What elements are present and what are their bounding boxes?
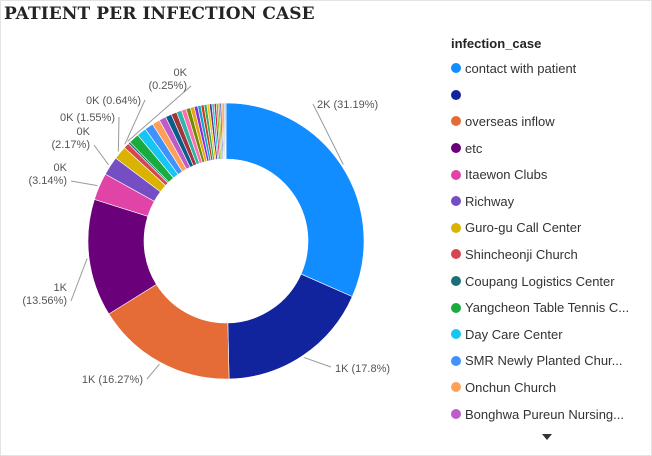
legend-swatch-icon (451, 329, 461, 340)
leader-line (70, 258, 88, 302)
legend-item[interactable]: overseas inflow (451, 108, 641, 135)
legend-item[interactable]: Day Care Center (451, 321, 641, 348)
legend-label: SMR Newly Planted Chur... (465, 353, 623, 369)
legend-swatch-icon (451, 222, 461, 233)
chart-title: PATIENT PER INFECTION CASE (4, 4, 315, 24)
leader-line (146, 363, 160, 380)
legend-swatch-icon (451, 276, 461, 287)
legend-item[interactable]: Yangcheon Table Tennis C... (451, 294, 641, 321)
legend-item[interactable]: contact with patient (451, 55, 641, 82)
legend-item[interactable]: Richway (451, 188, 641, 215)
legend-swatch-icon (451, 409, 461, 420)
leader-line (312, 103, 344, 165)
legend-label: Yangcheon Table Tennis C... (465, 300, 630, 316)
data-label: 0K (1.55%) (60, 112, 115, 124)
leader-line (124, 99, 146, 145)
leader-line (303, 356, 332, 368)
data-label: 0K (2.17%) (51, 126, 90, 151)
legend: infection_case contact with patient overs… (451, 35, 641, 427)
legend-label: Itaewon Clubs (465, 167, 548, 183)
donut-slice[interactable] (224, 102, 227, 160)
leader-line (93, 144, 109, 166)
legend-label: Bonghwa Pureun Nursing... (465, 406, 624, 422)
legend-swatch-icon (451, 63, 461, 74)
legend-label: Guro-gu Call Center (465, 220, 582, 236)
legend-label: etc (465, 140, 483, 156)
legend-swatch-icon (451, 249, 461, 260)
legend-item[interactable]: SMR Newly Planted Chur... (451, 348, 641, 375)
legend-swatch-icon (451, 355, 461, 366)
legend-swatch-icon (451, 382, 461, 393)
donut-slice[interactable] (225, 102, 365, 298)
data-label: 1K (16.27%) (82, 374, 143, 386)
legend-swatch-icon (451, 143, 461, 154)
donut-slice[interactable] (227, 273, 353, 380)
data-label: 1K (17.8%) (335, 363, 390, 375)
leader-line (117, 116, 120, 152)
leader-line (70, 180, 98, 187)
legend-swatch-icon (451, 116, 461, 127)
legend-swatch-icon (451, 89, 461, 100)
leader-line (127, 85, 192, 142)
legend-scroll-down-icon[interactable] (542, 434, 552, 440)
legend-label: Day Care Center (465, 326, 563, 342)
legend-label: contact with patient (465, 60, 577, 76)
data-label: 2K (31.19%) (317, 99, 378, 111)
legend-label: Onchun Church (465, 379, 557, 395)
legend-item[interactable]: Itaewon Clubs (451, 161, 641, 188)
legend-swatch-icon (451, 302, 461, 313)
legend-title: infection_case (451, 36, 542, 51)
data-label: 0K (0.25%) (148, 67, 187, 92)
legend-item[interactable]: Onchun Church (451, 374, 641, 401)
data-label: 0K (0.64%) (86, 95, 141, 107)
legend-label: Richway (465, 193, 515, 209)
legend-swatch-icon (451, 169, 461, 180)
legend-swatch-icon (451, 196, 461, 207)
legend-label: Coupang Logistics Center (465, 273, 615, 289)
legend-item[interactable]: Guro-gu Call Center (451, 215, 641, 242)
legend-item[interactable]: Bonghwa Pureun Nursing... (451, 401, 641, 428)
legend-item[interactable]: etc (451, 135, 641, 162)
legend-item[interactable]: Coupang Logistics Center (451, 268, 641, 295)
legend-items: contact with patient overseas inflow etc It… (451, 55, 641, 427)
data-label: 1K (13.56%) (22, 282, 67, 307)
legend-item[interactable] (451, 82, 641, 109)
legend-label: Shincheonji Church (465, 246, 578, 262)
legend-label: overseas inflow (465, 113, 555, 129)
data-label: 0K (3.14%) (28, 162, 67, 187)
legend-item[interactable]: Shincheonji Church (451, 241, 641, 268)
